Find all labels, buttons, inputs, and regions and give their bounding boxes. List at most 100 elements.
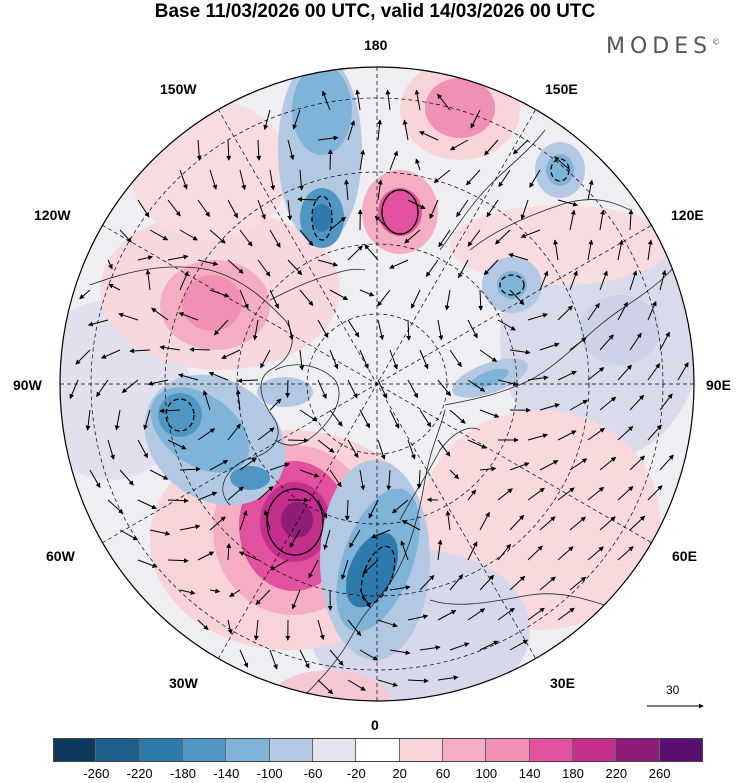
colorbar-swatch	[442, 738, 487, 762]
colorbar-swatch	[616, 738, 660, 762]
wind-vector	[437, 610, 457, 621]
wind-vector	[239, 229, 253, 247]
negative-anomaly-kara	[471, 368, 509, 388]
wind-vector	[121, 379, 139, 394]
wind-vector	[359, 409, 370, 429]
wind-vector	[177, 373, 199, 381]
wind-vector	[257, 486, 274, 501]
weak-negative-arctic	[257, 377, 313, 407]
wind-vector	[329, 649, 344, 666]
wind-vector	[419, 349, 429, 370]
wind-vector	[647, 239, 653, 261]
wind-vector	[118, 312, 139, 321]
wind-vector	[292, 109, 301, 130]
wind-vector	[509, 575, 526, 591]
negative-contour	[311, 195, 333, 241]
wind-vector	[119, 529, 139, 541]
wind-vector	[285, 379, 291, 399]
wind-vector	[509, 514, 525, 531]
wind-vector	[479, 349, 498, 362]
wind-vector	[149, 229, 169, 241]
wind-vector	[587, 546, 604, 561]
wind-vector	[449, 409, 466, 424]
wind-vector	[647, 300, 657, 321]
wind-vector	[433, 169, 451, 184]
wind-vector	[479, 574, 495, 591]
wind-vector	[449, 573, 464, 591]
negative-anomaly-europe	[345, 532, 399, 608]
wind-vector	[401, 520, 421, 531]
wind-vector	[209, 229, 226, 244]
coastline-alaska	[269, 268, 366, 301]
wind-vector	[557, 370, 577, 381]
wind-vector	[87, 319, 109, 327]
wind-vector	[529, 169, 541, 188]
wind-vector	[539, 516, 556, 531]
wind-vector	[347, 120, 356, 141]
wind-vector	[415, 158, 421, 171]
wind-vector	[197, 491, 218, 501]
wind-vector	[370, 529, 391, 539]
wind-vector	[344, 179, 350, 201]
wind-vector	[159, 408, 181, 414]
wind-vector	[260, 349, 271, 369]
wind-vector	[269, 169, 276, 191]
wind-vector	[400, 540, 409, 561]
wind-vector	[287, 139, 295, 161]
wind-vector	[647, 485, 663, 501]
wind-vector	[167, 199, 181, 217]
colorbar-tick-label: 220	[605, 766, 628, 781]
wind-vector	[587, 179, 594, 201]
lon-label-180: 180	[364, 37, 388, 53]
wind-vector	[269, 229, 281, 248]
negative-anomaly-pacific	[312, 204, 332, 232]
wind-vector	[617, 485, 634, 501]
wind-vector	[445, 510, 451, 531]
wind-vector	[179, 270, 189, 291]
wind-vector	[255, 589, 271, 605]
wind-vector	[407, 678, 429, 684]
wind-vector	[329, 349, 339, 370]
wind-vector	[385, 89, 391, 111]
wind-vector	[137, 255, 154, 261]
wind-vector	[497, 319, 517, 331]
wind-vector	[149, 529, 171, 536]
colorbar-swatch	[356, 738, 400, 762]
wind-vector	[108, 283, 121, 291]
wind-vector	[659, 331, 670, 351]
wind-vector	[159, 345, 181, 351]
colorbar	[53, 738, 703, 762]
negative-anomaly-siberia	[497, 271, 527, 299]
wind-vector	[347, 679, 366, 691]
wind-vector	[114, 409, 121, 431]
wind-vector	[209, 289, 230, 298]
wind-vector	[419, 645, 441, 651]
wind-vector	[119, 229, 132, 243]
wind-vector	[179, 169, 188, 190]
wind-vector	[659, 269, 667, 291]
wind-vector	[569, 516, 586, 531]
wind-vector	[107, 499, 124, 514]
wind-vector	[617, 301, 628, 321]
wind-vector	[291, 589, 301, 610]
wind-vector	[221, 349, 241, 359]
wind-vector	[238, 551, 259, 561]
wind-vector	[202, 390, 211, 411]
wind-vector	[297, 196, 319, 202]
wind-vector	[239, 289, 249, 310]
wind-vector	[317, 679, 334, 695]
lon-label-0: 0	[371, 717, 379, 733]
wind-vector	[557, 487, 575, 501]
wind-vector	[317, 135, 339, 141]
wind-vector	[129, 348, 151, 354]
wind-vector	[438, 229, 451, 248]
wind-vector	[599, 456, 617, 471]
wind-vector	[497, 488, 513, 501]
wind-vector	[227, 486, 244, 501]
wind-vector	[629, 394, 645, 411]
colorbar-tick-label: 20	[392, 766, 407, 781]
wind-vector	[419, 409, 432, 428]
wind-vector	[587, 302, 600, 321]
wind-vector	[389, 259, 409, 269]
